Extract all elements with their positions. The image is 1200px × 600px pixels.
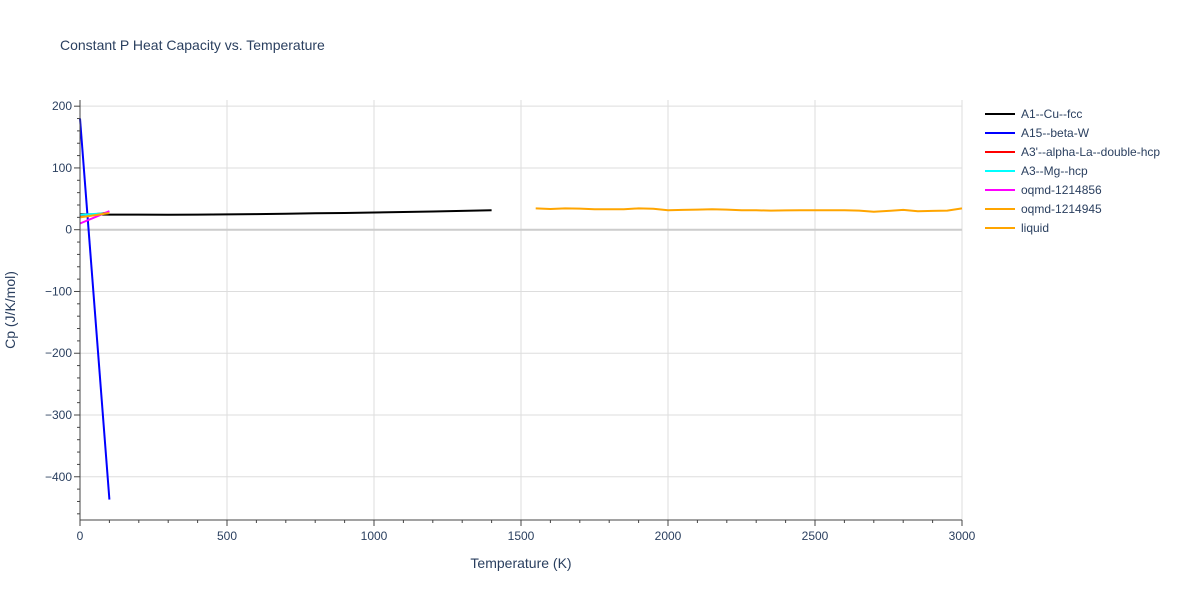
legend-label: A3--Mg--hcp [1021,164,1088,178]
x-axis-title: Temperature (K) [470,555,571,571]
series-line-a1-cu-fcc [79,209,492,216]
y-tick-label: −100 [45,284,72,298]
y-tick-label: −300 [45,408,72,422]
axes: 0 500 1000 1500 2000 2500 3000−400−300−200−100… [45,99,976,543]
y-tick-label: 0 [65,223,72,237]
grid [80,100,963,520]
y-tick-label: −200 [45,346,72,360]
x-tick-label: 3000 [949,529,976,543]
legend-label: oqmd-1214856 [1021,183,1102,197]
plot-area[interactable] [79,118,963,500]
series-line-liquid [535,207,963,213]
x-tick-label: 1500 [508,529,535,543]
x-tick-label: 2000 [655,529,682,543]
x-tick-label: 2500 [802,529,829,543]
x-tick-label: 0 [77,529,84,543]
legend-label: A15--beta-W [1021,126,1090,140]
legend-label: liquid [1021,221,1049,235]
y-axis-title: Cp (J/K/mol) [2,271,18,349]
y-tick-label: 100 [52,161,72,175]
y-tick-label: −400 [45,470,72,484]
legend-label: A3'--alpha-La--double-hcp [1021,145,1160,159]
legend-label: oqmd-1214945 [1021,202,1102,216]
x-tick-label: 500 [217,529,237,543]
x-tick-label: 1000 [361,529,388,543]
y-tick-label: 200 [52,99,72,113]
legend-label: A1--Cu--fcc [1021,107,1082,121]
legend: A1--Cu--fcc A15--beta-W A3'--alpha-La--dou… [985,107,1160,235]
series-line-oqmd-1214945 [79,212,110,219]
chart-title: Constant P Heat Capacity vs. Temperature [60,37,325,53]
series-line-a15-beta-w [79,118,111,500]
